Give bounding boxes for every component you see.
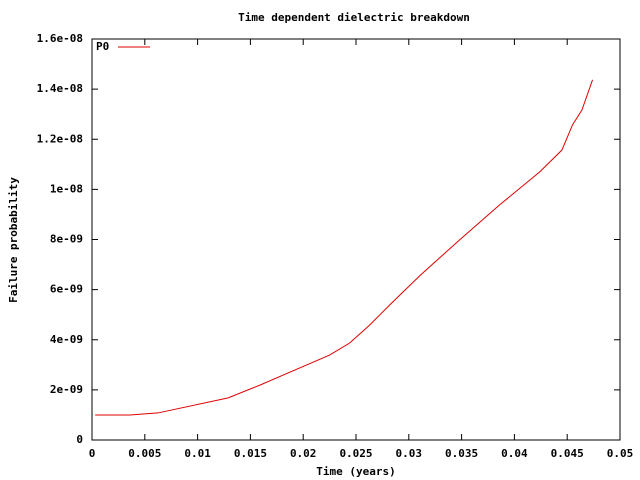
y-tick-label: 1.4e-08 bbox=[37, 82, 83, 95]
data-line bbox=[95, 79, 594, 416]
y-tick-label: 1.2e-08 bbox=[37, 132, 83, 145]
x-tick-label: 0.05 bbox=[607, 447, 634, 460]
legend-label: P0 bbox=[96, 40, 109, 53]
x-tick-label: 0.045 bbox=[551, 447, 584, 460]
x-tick-label: 0.005 bbox=[128, 447, 161, 460]
x-axis-label: Time (years) bbox=[316, 465, 395, 478]
x-tick-label: 0.015 bbox=[234, 447, 267, 460]
y-tick-label: 6e-09 bbox=[50, 283, 83, 296]
x-tick-label: 0.035 bbox=[445, 447, 478, 460]
x-tick-label: 0.02 bbox=[290, 447, 317, 460]
chart-title: Time dependent dielectric breakdown bbox=[238, 11, 470, 24]
y-tick-label: 1e-08 bbox=[50, 182, 83, 195]
x-tick-label: 0.01 bbox=[184, 447, 211, 460]
x-tick-label: 0.03 bbox=[396, 447, 423, 460]
y-tick-label: 8e-09 bbox=[50, 233, 83, 246]
y-tick-label: 2e-09 bbox=[50, 383, 83, 396]
plot-frame bbox=[91, 38, 621, 441]
y-axis-label: Failure probability bbox=[7, 177, 20, 303]
y-tick-label: 1.6e-08 bbox=[37, 32, 83, 45]
x-tick-label: 0 bbox=[89, 447, 96, 460]
y-tick-label: 0 bbox=[76, 433, 83, 446]
x-tick-label: 0.04 bbox=[501, 447, 528, 460]
y-tick-label: 4e-09 bbox=[50, 333, 83, 346]
x-tick-label: 0.025 bbox=[339, 447, 372, 460]
